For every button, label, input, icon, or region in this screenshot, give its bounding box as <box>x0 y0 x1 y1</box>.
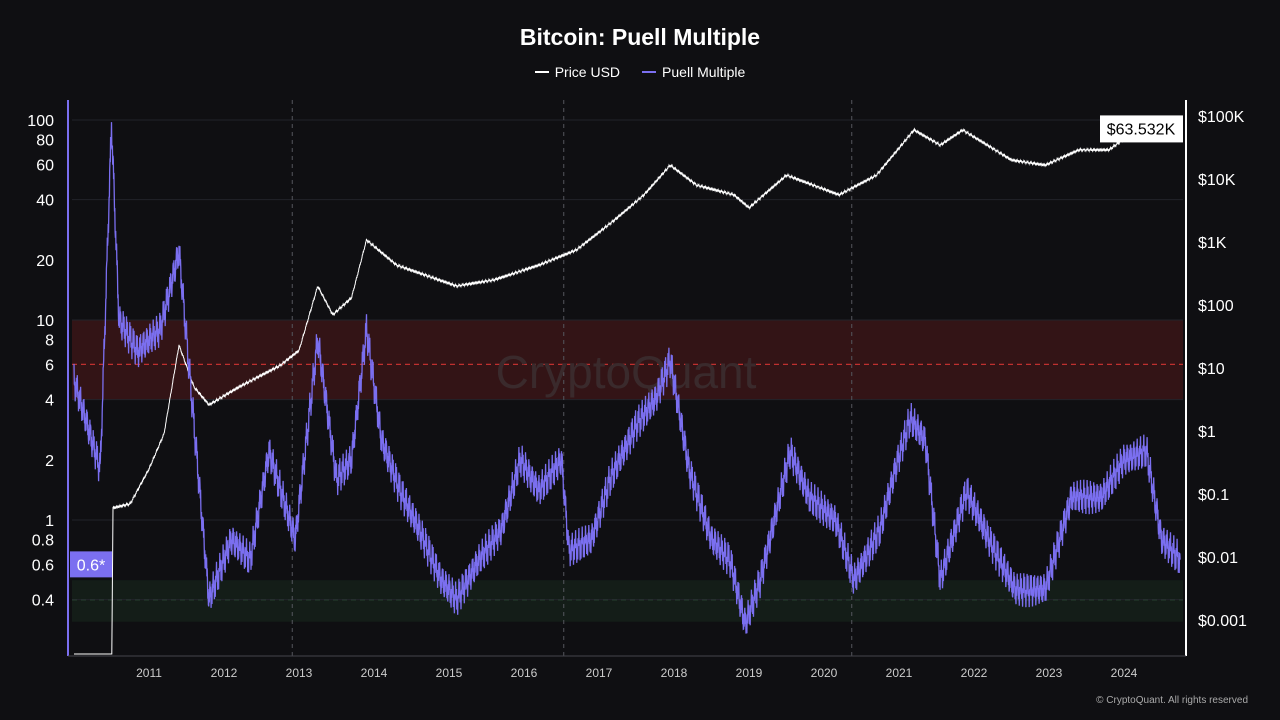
x-tick-label: 2022 <box>961 666 988 680</box>
legend-item-price[interactable]: Price USD <box>534 64 621 80</box>
y-left-tick-label: 80 <box>36 132 54 149</box>
y-left-tick-label: 4 <box>45 393 54 410</box>
y-right-tick-label: $0.001 <box>1198 613 1247 630</box>
x-tick-label: 2011 <box>136 666 162 680</box>
legend-label: Price USD <box>554 64 621 80</box>
y-right-tick-label: $1K <box>1198 235 1227 252</box>
legend-label: Puell Multiple <box>662 64 746 80</box>
x-tick-label: 2021 <box>886 666 913 680</box>
current-puell-label: 0.6* <box>77 557 105 574</box>
x-tick-label: 2013 <box>286 666 313 680</box>
y-left-tick-label: 0.4 <box>32 593 54 610</box>
x-tick-label: 2014 <box>361 666 388 680</box>
watermark: CryptoQuant <box>496 346 757 398</box>
x-tick-label: 2016 <box>511 666 538 680</box>
y-right-tick-label: $0.01 <box>1198 550 1238 567</box>
y-left-tick-label: 6 <box>45 357 54 374</box>
y-right-tick-label: $100K <box>1198 109 1245 126</box>
legend-item-puell[interactable]: Puell Multiple <box>642 64 745 80</box>
chart-title: Bitcoin: Puell Multiple <box>519 24 761 50</box>
y-left-tick-label: 1 <box>45 513 54 530</box>
x-tick-label: 2024 <box>1111 666 1138 680</box>
x-tick-label: 2012 <box>211 666 238 680</box>
y-right-tick-label: $10K <box>1198 172 1236 189</box>
legend-swatch <box>642 71 657 73</box>
x-tick-label: 2015 <box>436 666 463 680</box>
y-right-tick-label: $1 <box>1198 424 1216 441</box>
y-left-tick-label: 2 <box>45 453 54 470</box>
y-left-tick-label: 8 <box>45 332 54 349</box>
current-price-label: $63.532K <box>1107 121 1176 138</box>
current-puell-badge <box>70 551 112 578</box>
y-right-tick-label: $0.1 <box>1198 487 1229 504</box>
y-left-tick-label: 100 <box>27 113 54 130</box>
x-tick-label: 2017 <box>586 666 613 680</box>
copyright: © CryptoQuant. All rights reserved <box>1096 695 1248 706</box>
y-left-tick-label: 60 <box>36 157 54 174</box>
price-usd-line <box>74 124 1181 655</box>
y-left-tick-label: 40 <box>36 193 54 210</box>
x-tick-label: 2020 <box>811 666 838 680</box>
puell-multiple-line <box>73 122 1181 634</box>
y-left-tick-label: 10 <box>36 313 54 330</box>
zone-band <box>72 320 1183 400</box>
y-right-tick-label: $100 <box>1198 298 1234 315</box>
y-right-tick-label: $10 <box>1198 361 1225 378</box>
x-tick-label: 2023 <box>1036 666 1063 680</box>
zone-band <box>72 580 1183 622</box>
y-left-tick-label: 20 <box>36 253 54 270</box>
legend-swatch <box>534 71 549 73</box>
legend: Price USD Puell Multiple <box>0 64 1280 80</box>
x-tick-label: 2019 <box>736 666 763 680</box>
y-left-tick-label: 0.6 <box>32 557 54 574</box>
y-left-tick-label: 0.8 <box>32 532 54 549</box>
current-price-badge <box>1100 115 1183 143</box>
x-tick-label: 2018 <box>661 666 688 680</box>
